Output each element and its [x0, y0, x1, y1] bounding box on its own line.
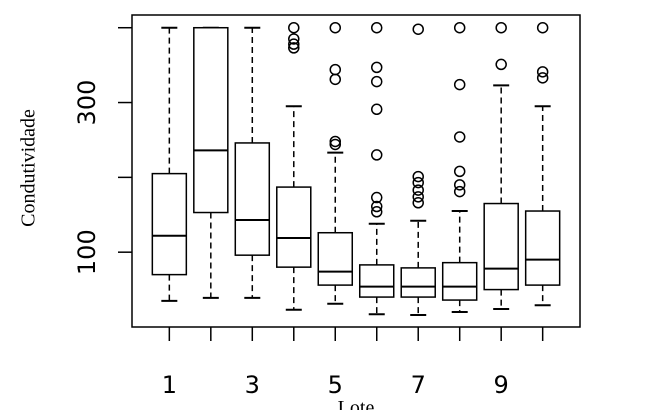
outlier: [412, 176, 424, 189]
outlier: [412, 197, 424, 209]
outlier: [288, 42, 300, 54]
box: [358, 264, 395, 298]
outlier: [536, 66, 549, 78]
outlier: [412, 23, 424, 35]
box: [441, 261, 478, 301]
x-axis-label: Lote: [338, 397, 375, 410]
box: [276, 186, 312, 268]
box: [524, 210, 561, 286]
outlier: [453, 21, 466, 34]
outlier: [453, 131, 466, 143]
outlier: [370, 206, 383, 218]
outlier: [329, 135, 342, 148]
outlier: [370, 61, 383, 74]
outlier: [453, 78, 466, 91]
outlier: [453, 165, 466, 178]
outlier: [329, 21, 342, 34]
outlier: [329, 63, 342, 76]
box: [193, 26, 229, 214]
box: [151, 172, 188, 276]
outlier: [288, 21, 300, 34]
outlier: [370, 103, 383, 116]
box: [400, 267, 436, 298]
plot-frame: [131, 14, 581, 328]
outlier: [370, 191, 383, 204]
outlier: [370, 200, 383, 213]
x-tick-label: 1: [162, 371, 177, 399]
outlier: [370, 149, 383, 161]
box: [483, 202, 519, 291]
box: [234, 142, 271, 256]
outlier: [495, 21, 507, 34]
outlier: [495, 58, 507, 71]
outlier: [536, 72, 549, 84]
outlier: [329, 73, 342, 86]
outlier: [453, 179, 466, 191]
x-tick-label: 9: [494, 371, 509, 399]
outlier: [288, 38, 300, 50]
x-tick-label: 5: [328, 371, 343, 399]
outlier: [370, 21, 383, 34]
y-tick-label: 100: [73, 229, 101, 275]
outlier: [412, 191, 424, 203]
outlier: [453, 185, 466, 198]
x-tick-label: 7: [411, 371, 426, 399]
y-tick-label: 300: [73, 80, 101, 126]
outlier: [329, 138, 342, 151]
box: [317, 231, 354, 286]
x-tick-label: 3: [245, 371, 260, 399]
outlier: [412, 170, 424, 183]
outlier: [412, 184, 424, 196]
y-axis-label: Condutividade: [18, 109, 40, 227]
outlier: [370, 75, 383, 88]
outlier: [536, 21, 549, 34]
outlier: [288, 33, 300, 45]
